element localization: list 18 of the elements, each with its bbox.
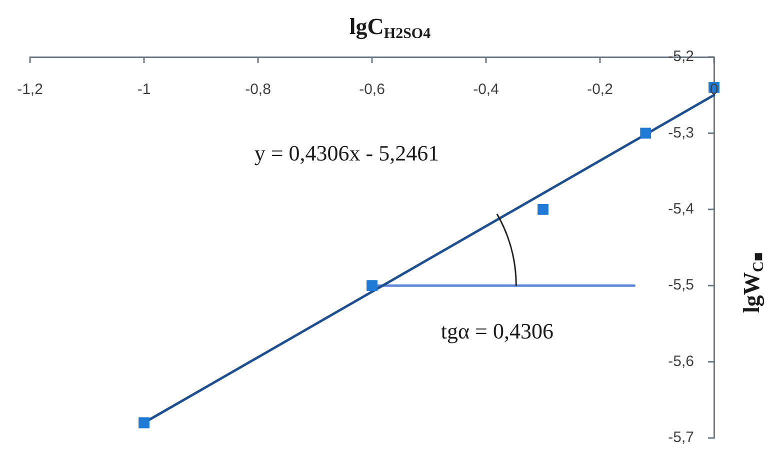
y-tick-label: -5,3 xyxy=(668,124,694,142)
x-tick-label: -0,6 xyxy=(359,81,385,98)
annotation: tgα = 0,4306 xyxy=(440,318,554,344)
y-tick-label: -5,5 xyxy=(668,276,694,294)
x-axis-title: lgC$_{H2SO4}$ xyxy=(349,14,431,42)
y-tick-label: -5,4 xyxy=(668,200,694,218)
point xyxy=(538,204,548,215)
x-tick-label: -0,8 xyxy=(245,81,271,98)
y-tick-label: -5,6 xyxy=(668,352,694,370)
point xyxy=(366,280,378,292)
point xyxy=(138,417,150,428)
y-tick-label: -5,7 xyxy=(668,429,694,446)
annotation: y = 0,4306x - 5,2461 xyxy=(254,140,440,166)
x-tick-label: -0,4 xyxy=(473,81,499,98)
x-tick-label: -1 xyxy=(137,81,151,98)
x-tick-label: -0,2 xyxy=(587,81,613,98)
point xyxy=(640,128,652,139)
x-tick-label: -1,2 xyxy=(17,81,43,98)
